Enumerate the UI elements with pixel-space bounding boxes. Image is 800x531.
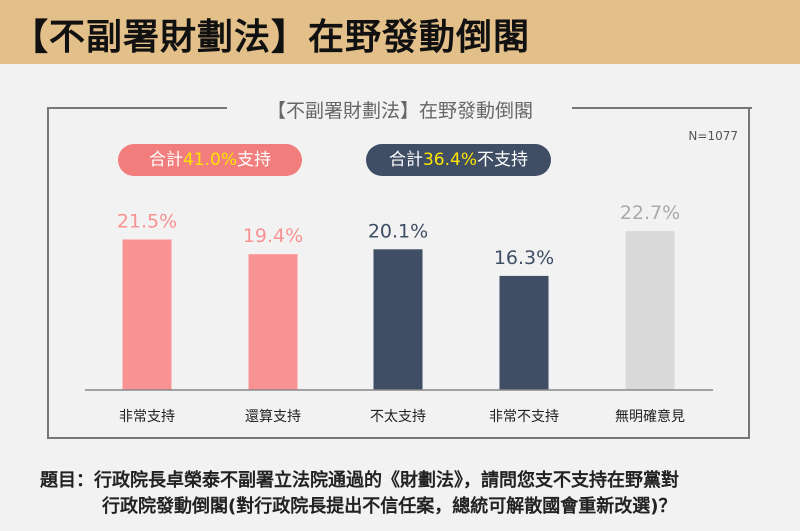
page-title: 【不副署財劃法】在野發動倒閣 [12, 17, 531, 58]
support-total-pill: 合計41.0%支持 [118, 144, 302, 176]
chart-title: 【不副署財劃法】在野發動倒閣 [256, 100, 543, 122]
sample-size: N=1077 [688, 129, 738, 143]
question-line-2: 行政院發動倒閣(對行政院長提出不信任案，總統可解散國會重新改選)？ [102, 496, 677, 517]
category-label-2: 不太支持 [370, 409, 426, 425]
bar-0 [122, 239, 172, 390]
question-line-1: 題目：行政院長卓榮泰不副署立法院通過的《財劃法》，請問您支不支持在野黨對 [40, 470, 679, 491]
pill-value: 41.0% [182, 150, 237, 170]
pill-prefix: 合計 [148, 150, 183, 170]
pill-value: 36.4% [422, 150, 477, 170]
data-label-4: 22.7% [620, 202, 680, 224]
bar-3 [499, 275, 549, 390]
data-label-2: 20.1% [368, 220, 428, 242]
category-label-4: 無明確意見 [615, 408, 685, 425]
survey-question: 題目：行政院長卓榮泰不副署立法院通過的《財劃法》，請問您支不支持在野黨對 行政院… [0, 468, 800, 520]
pill-prefix: 合計 [388, 150, 423, 170]
bar-2 [373, 249, 423, 390]
oppose-total-pill: 合計36.4%不支持 [366, 144, 551, 176]
data-label-3: 16.3% [494, 247, 554, 269]
category-label-0: 非常支持 [119, 409, 175, 425]
category-label-3: 非常不支持 [489, 409, 559, 425]
bar-4 [625, 231, 675, 390]
chart-frame [47, 108, 750, 439]
category-label-1: 還算支持 [245, 409, 301, 425]
chart-title-wrap: 【不副署財劃法】在野發動倒閣 [0, 96, 800, 123]
data-label-1: 19.4% [243, 225, 303, 247]
pill-suffix: 支持 [237, 150, 271, 170]
bar-1 [248, 254, 298, 390]
frame-top-left [47, 107, 227, 109]
data-label-0: 21.5% [117, 211, 177, 233]
pill-suffix: 不支持 [477, 150, 528, 170]
frame-top-right [572, 107, 752, 109]
header-banner: 【不副署財劃法】在野發動倒閣 [0, 0, 800, 64]
